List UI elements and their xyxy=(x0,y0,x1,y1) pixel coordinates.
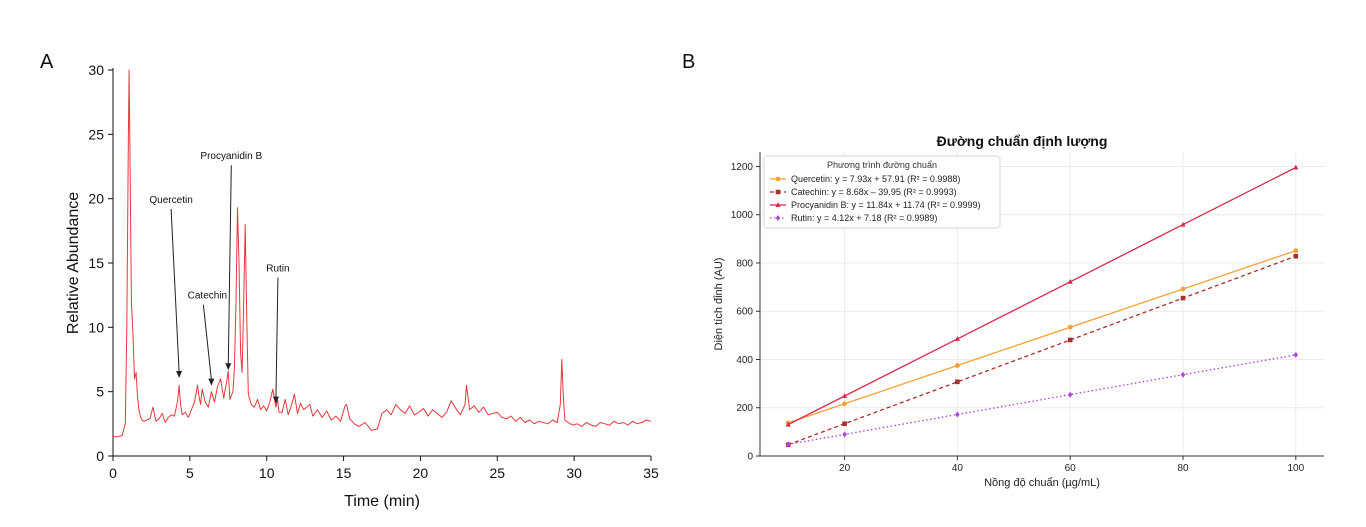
calibration-title: Đường chuẩn định lượng xyxy=(937,133,1108,149)
calibration-x-tick-label: 20 xyxy=(839,463,851,474)
calibration-data-point xyxy=(955,411,960,418)
legend-entry: Quercetin: y = 7.93x + 57.91 (R² = 0.998… xyxy=(791,174,960,184)
chromatogram-y-tick-label: 5 xyxy=(96,384,104,400)
chromatogram-axes xyxy=(112,68,651,457)
calibration-x-tick-label: 60 xyxy=(1065,463,1077,474)
annotation-arrow-line xyxy=(202,304,212,380)
annotation-arrowhead xyxy=(225,363,232,371)
legend-entry: Rutin: y = 4.12x + 7.18 (R² = 0.9989) xyxy=(791,213,937,223)
calibration-series-line xyxy=(787,250,1297,424)
calibration-data-point xyxy=(1180,286,1186,292)
calibration-series-line xyxy=(788,354,1296,445)
chromatogram-y-tick-label: 25 xyxy=(88,126,104,142)
calibration-x-tick-label: 100 xyxy=(1287,463,1304,474)
calibration-data-point xyxy=(842,431,847,438)
chromatogram-x-tick-label: 5 xyxy=(186,465,194,481)
chromatogram-y-tick-label: 0 xyxy=(96,448,104,464)
annotation-arrowhead xyxy=(272,396,279,404)
calibration-data-point xyxy=(1180,295,1186,301)
chromatogram-y-tick-label: 30 xyxy=(88,62,104,78)
calibration-data-point xyxy=(775,189,781,195)
annotation-arrow-line xyxy=(170,208,180,372)
chromatogram-ticks: 0 5 10 15 20 25 30 35 0 5 10 15 20 25 30 xyxy=(88,62,659,481)
chromatogram-x-tick-label: 35 xyxy=(643,465,659,481)
calibration-data-point xyxy=(775,215,781,221)
calibration-y-tick-label: 1000 xyxy=(731,210,754,221)
calibration-y-tick-label: 0 xyxy=(747,452,753,463)
calibration-data-point xyxy=(842,393,848,399)
annotation-label: Quercetin xyxy=(149,195,192,206)
annotation-arrow-line xyxy=(227,165,232,365)
calibration-data-point xyxy=(954,336,960,341)
chromatogram-x-tick-label: 10 xyxy=(259,465,275,481)
calibration-data-point xyxy=(1293,164,1299,170)
annotation-label: Procyanidin B xyxy=(200,151,262,162)
chromatogram-x-tick-label: 30 xyxy=(566,465,582,481)
chromatogram-x-axis-label: Time (min) xyxy=(344,493,420,510)
calibration-data-point xyxy=(1067,337,1073,343)
calibration-data-point xyxy=(1068,391,1073,398)
annotation-arrow-line xyxy=(275,277,279,398)
calibration-data-point xyxy=(1067,278,1073,284)
calibration-x-axis-label: Nồng độ chuẩn (µg/mL) xyxy=(984,477,1100,489)
chromatogram-y-tick-label: 10 xyxy=(88,319,104,335)
calibration-y-tick-label: 800 xyxy=(736,258,753,269)
calibration-y-tick-label: 200 xyxy=(736,403,753,414)
legend-title: Phương trình đường chuẩn xyxy=(827,160,937,170)
calibration-data-point xyxy=(842,401,847,407)
calibration-data-point xyxy=(1293,253,1299,259)
calibration-y-tick-label: 1200 xyxy=(731,162,754,173)
legend-entry: Catechin: y = 8.68x – 39.95 (R² = 0.9993… xyxy=(791,187,957,197)
calibration-data-point xyxy=(955,363,960,368)
calibration-x-tick-label: 80 xyxy=(1177,463,1189,474)
panel-label-b: B xyxy=(682,51,695,73)
calibration-data-point xyxy=(785,421,791,427)
annotation-label: Rutin xyxy=(266,264,289,275)
chromatogram-x-tick-label: 15 xyxy=(336,465,352,481)
calibration-data-point xyxy=(955,379,960,385)
calibration-series-line xyxy=(787,166,1297,426)
chromatogram-y-tick-label: 15 xyxy=(88,255,104,271)
chromatogram-chart: 0 5 10 15 20 25 30 35 0 5 10 15 20 25 30 Quercetin Cate… xyxy=(65,62,659,510)
calibration-legend: Phương trình đường chuẩn Quercetin: y = 7… xyxy=(763,155,1001,229)
calibration-axes xyxy=(759,152,1324,457)
annotation-label: Catechin xyxy=(188,291,227,302)
calibration-series xyxy=(785,164,1299,448)
calibration-y-axis-label: Diện tích đỉnh (AU) xyxy=(713,258,725,351)
calibration-data-point xyxy=(1293,248,1299,254)
annotation-arrowhead xyxy=(208,378,215,386)
calibration-data-point xyxy=(842,421,847,427)
chromatogram-x-tick-label: 0 xyxy=(109,465,117,481)
chromatogram-y-axis-label: Relative Abundance xyxy=(65,192,82,334)
calibration-data-point xyxy=(1067,324,1073,330)
panel-label-a: A xyxy=(40,51,54,73)
legend-entry: Procyanidin B: y = 11.84x + 11.74 (R² = … xyxy=(791,200,981,210)
chromatogram-x-tick-label: 20 xyxy=(413,465,429,481)
calibration-data-point xyxy=(775,176,781,182)
chromatogram-annotations: Quercetin Catechin Procyanidin B Rutin xyxy=(149,151,290,404)
annotation-arrowhead xyxy=(176,370,183,378)
calibration-data-point xyxy=(1293,351,1298,358)
calibration-data-point xyxy=(786,441,791,448)
chromatogram-x-tick-label: 25 xyxy=(489,465,505,481)
calibration-y-tick-label: 400 xyxy=(736,355,753,366)
chromatogram-trace xyxy=(113,69,652,438)
chromatogram-series xyxy=(113,69,652,438)
calibration-x-tick-label: 40 xyxy=(952,463,964,474)
legend-box xyxy=(763,155,1001,229)
calibration-data-point xyxy=(775,202,781,207)
calibration-data-point xyxy=(1180,371,1186,378)
calibration-series-line xyxy=(787,255,1297,446)
calibration-data-point xyxy=(1180,221,1186,227)
chromatogram-y-tick-label: 20 xyxy=(88,191,104,207)
calibration-y-tick-label: 600 xyxy=(736,307,753,318)
